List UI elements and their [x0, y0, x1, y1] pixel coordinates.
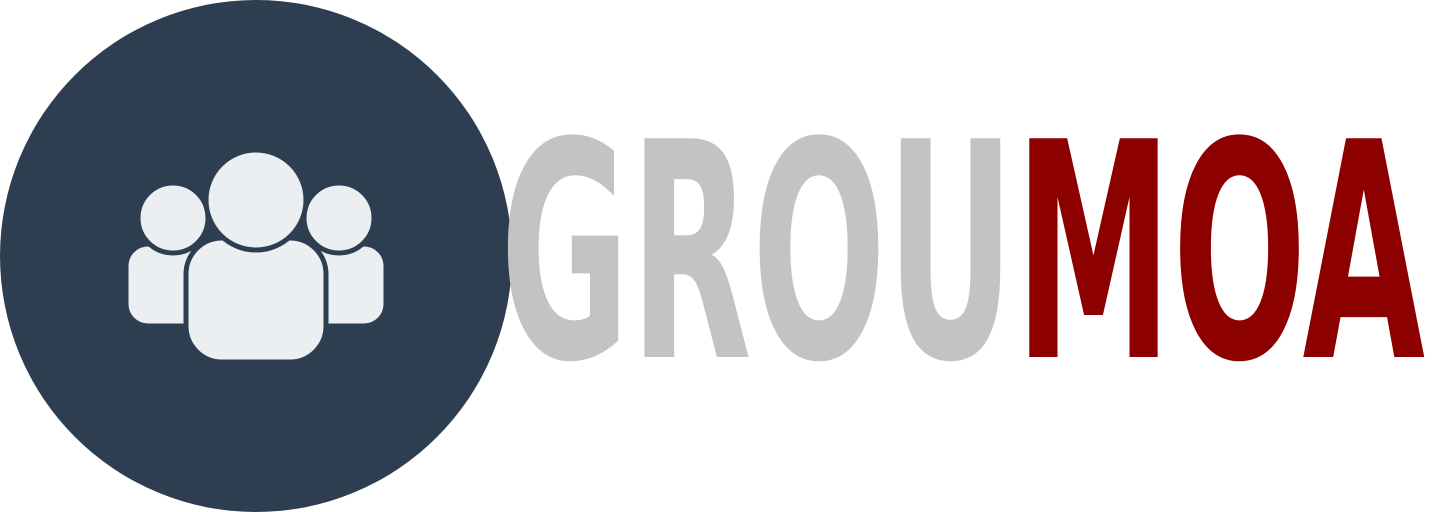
users-group-icon [123, 147, 389, 365]
wordmark-moa: MOA [1015, 79, 1426, 428]
center-person-icon [183, 147, 329, 365]
logo-wordmark: GROUMOA [500, 79, 1426, 428]
wordmark-grou: GROU [500, 79, 1015, 428]
wordmark-text: GROUMOA [500, 79, 1426, 428]
logo-emblem [0, 0, 512, 512]
